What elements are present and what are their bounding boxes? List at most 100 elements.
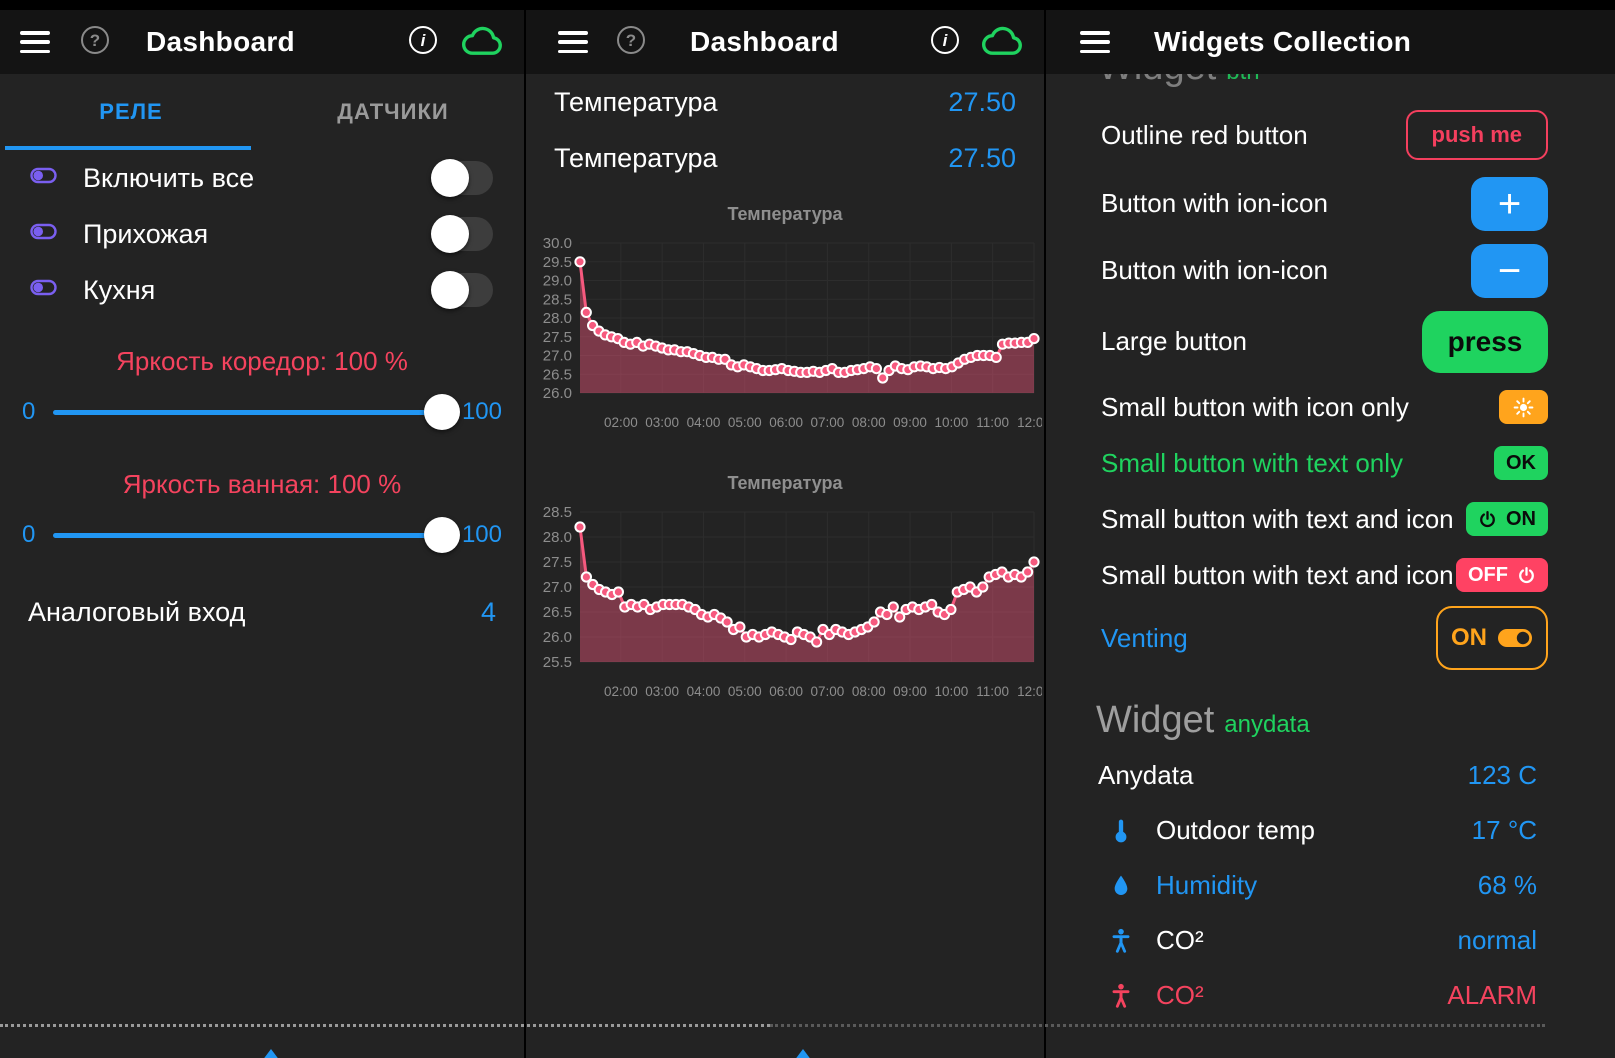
switch-label: Кухня: [83, 274, 156, 305]
temperature-label: Температура: [554, 86, 718, 117]
row-value: 123 C: [1467, 760, 1537, 790]
widget-label: Button with ion-icon: [1101, 188, 1328, 218]
help-icon[interactable]: ?: [616, 25, 646, 60]
svg-text:29.5: 29.5: [543, 254, 572, 271]
active-tab-indicator: [5, 146, 251, 150]
menu-icon[interactable]: [20, 31, 50, 53]
row-value: normal: [1457, 925, 1537, 955]
svg-text:03:00: 03:00: [645, 415, 679, 430]
svg-text:26.0: 26.0: [543, 385, 572, 402]
menu-icon[interactable]: [1080, 31, 1110, 53]
widget-row-ion-plus: Button with ion-icon +: [1046, 170, 1615, 237]
status-bar: [0, 0, 1615, 10]
venting-toggle-button[interactable]: ON: [1436, 606, 1548, 670]
line-chart[interactable]: 26.0 26.527.0 27.5 28.0 28.529.0 29.5 30.0 02:0…: [526, 233, 1042, 447]
widget-label: Venting: [1101, 622, 1188, 653]
row-label: Humidity: [1156, 870, 1258, 900]
info-icon[interactable]: i: [408, 25, 438, 60]
switch-row-all: Включить все: [0, 150, 524, 206]
temperature-chart-2: Температура 25.5 26.0 26.5 27.0 27.5 28.0 28.5…: [526, 473, 1044, 716]
section-heading-btn-clipped: Widgetbtn: [1098, 74, 1615, 94]
widget-label: Button with ion-icon: [1101, 255, 1328, 285]
switch-hallway-toggle[interactable]: [431, 215, 493, 253]
anydata-row: Anydata 123 C: [1046, 748, 1615, 803]
press-button[interactable]: press: [1422, 310, 1548, 373]
person-icon: [1110, 983, 1140, 1009]
widget-row-large-button: Large button press: [1046, 304, 1615, 379]
help-icon[interactable]: ?: [80, 25, 110, 60]
sun-icon: [1513, 397, 1534, 417]
svg-text:27.5: 27.5: [543, 329, 572, 346]
tab-relays[interactable]: РЕЛЕ: [99, 99, 163, 124]
svg-text:27.0: 27.0: [543, 579, 572, 596]
svg-text:04:00: 04:00: [687, 415, 721, 430]
switch-all-toggle[interactable]: [431, 159, 493, 197]
app-header: Widgets Collection: [1046, 0, 1615, 74]
row-value: 17 °C: [1471, 815, 1537, 845]
below-fold-widget-peek: [794, 1049, 812, 1058]
app-header: ? Dashboard i: [0, 0, 524, 74]
widget-row-ion-minus: Button with ion-icon −: [1046, 237, 1615, 304]
chart-title: Температура: [727, 204, 843, 224]
section-heading-anydata: Widget anydata: [1096, 699, 1310, 741]
plus-button[interactable]: +: [1471, 176, 1548, 231]
app-header: ? Dashboard i: [526, 0, 1044, 74]
slider-track[interactable]: [53, 410, 456, 415]
info-icon[interactable]: i: [930, 25, 960, 60]
temperature-row: Температура 27.50: [526, 74, 1044, 130]
svg-text:27.0: 27.0: [543, 348, 572, 365]
widget-label: Large button: [1101, 326, 1248, 356]
row-label: CO²: [1156, 980, 1204, 1010]
widget-row-venting: Venting ON: [1046, 603, 1615, 673]
co2-normal-row: CO² normal: [1046, 913, 1615, 968]
off-button[interactable]: OFF: [1456, 558, 1548, 592]
temperature-value: 27.50: [948, 86, 1016, 117]
slider-min-label: 0: [22, 521, 36, 548]
temperature-chart-1: Температура 26.0 26.5 27.0 27.5 28.0 28.5 29.0…: [526, 204, 1044, 447]
thermometer-icon: [1110, 818, 1140, 844]
svg-text:12:00: 12:00: [1017, 415, 1042, 430]
row-label: CO²: [1156, 925, 1204, 955]
svg-text:02:00: 02:00: [604, 684, 638, 699]
svg-text:?: ?: [626, 31, 636, 50]
ok-button[interactable]: OK: [1494, 446, 1548, 480]
menu-icon[interactable]: [558, 31, 588, 53]
cloud-connection-icon[interactable]: [980, 23, 1026, 62]
line-chart[interactable]: 25.5 26.0 26.5 27.0 27.5 28.0 28.5 02:00 03:00 04…: [526, 502, 1042, 716]
slider-min-label: 0: [22, 398, 36, 425]
slider-thumb[interactable]: [423, 394, 460, 430]
svg-text:28.5: 28.5: [543, 291, 572, 308]
svg-text:?: ?: [90, 31, 100, 50]
water-drop-icon: [1110, 874, 1140, 898]
svg-text:09:00: 09:00: [893, 684, 927, 699]
slider-bathroom: 0 100: [0, 500, 524, 570]
page-title: Widgets Collection: [1154, 26, 1412, 57]
slider-max-label: 100: [461, 398, 502, 425]
cloud-connection-icon[interactable]: [460, 23, 506, 62]
slider-track[interactable]: [53, 533, 456, 538]
sun-icon-button[interactable]: [1499, 390, 1548, 424]
svg-text:06:00: 06:00: [769, 415, 803, 430]
relay-toggle-icon: [30, 223, 57, 245]
widget-row-text-icon-on: Small button with text and icon ON: [1046, 491, 1615, 547]
temperature-value: 27.50: [948, 142, 1016, 173]
svg-text:28.5: 28.5: [543, 504, 572, 521]
power-icon: [1519, 566, 1534, 583]
switch-kitchen-toggle[interactable]: [431, 271, 493, 309]
on-button[interactable]: ON: [1466, 502, 1548, 536]
dashboard-panel-sensors: ? Dashboard i Температура 27.50 Температ…: [526, 0, 1044, 1058]
tab-sensors[interactable]: ДАТЧИКИ: [337, 99, 449, 124]
slider-thumb[interactable]: [423, 517, 460, 553]
temperature-row: Температура 27.50: [526, 130, 1044, 186]
svg-text:11:00: 11:00: [976, 415, 1009, 430]
analog-input-row: Аналоговый вход 4: [0, 584, 524, 640]
humidity-row: Humidity 68 %: [1046, 858, 1615, 913]
svg-text:25.5: 25.5: [543, 654, 572, 671]
page-title: Dashboard: [146, 26, 295, 57]
svg-text:09:00: 09:00: [893, 415, 927, 430]
svg-text:06:00: 06:00: [769, 684, 803, 699]
svg-text:08:00: 08:00: [852, 415, 886, 430]
minus-button[interactable]: −: [1471, 243, 1548, 298]
widget-row-outline-red-button: Outline red button push me: [1046, 100, 1615, 170]
push-me-button[interactable]: push me: [1405, 110, 1548, 160]
